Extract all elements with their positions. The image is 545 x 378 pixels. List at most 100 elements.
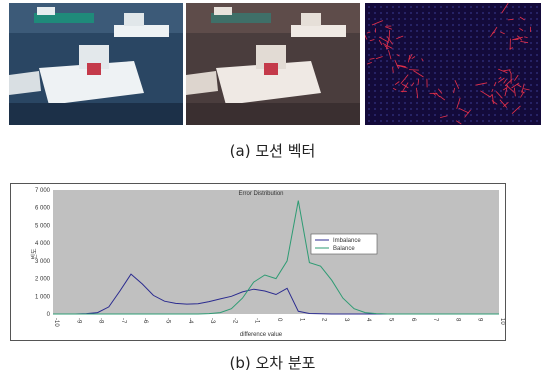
vector-grid-dot	[488, 84, 490, 86]
vector-grid-dot	[380, 120, 382, 122]
vector-grid-dot	[458, 30, 460, 32]
x-tick-label: -6	[142, 318, 148, 324]
vector-grid-dot	[434, 18, 436, 20]
vector-grid-dot	[434, 6, 436, 8]
motion-vector-stroke	[520, 41, 529, 44]
vector-grid-dot	[398, 78, 400, 80]
vector-grid-dot	[434, 30, 436, 32]
vector-grid-dot	[464, 78, 466, 80]
vector-grid-dot	[500, 60, 502, 62]
vector-grid-dot	[536, 24, 538, 26]
vector-grid-dot	[452, 90, 454, 92]
vector-grid-dot	[398, 60, 400, 62]
vector-grid-dot	[464, 6, 466, 8]
vector-grid-dot	[386, 24, 388, 26]
motion-vector-stroke	[514, 74, 519, 81]
vector-grid-dot	[518, 114, 520, 116]
motion-vector-stroke	[365, 34, 368, 40]
vector-grid-dot	[512, 36, 514, 38]
motion-vector-stroke	[369, 58, 375, 60]
vector-grid-dot	[440, 66, 442, 68]
chart-title: Error Distribution	[238, 191, 283, 197]
vector-grid-dot	[386, 42, 388, 44]
motion-vector-stroke	[409, 69, 419, 71]
vector-grid-dot	[482, 48, 484, 50]
vector-grid-dot	[386, 60, 388, 62]
vector-grid-dot	[380, 96, 382, 98]
vector-grid-dot	[446, 84, 448, 86]
vector-grid-dot	[524, 48, 526, 50]
vector-grid-dot	[536, 18, 538, 20]
motion-vector-stroke	[464, 109, 471, 118]
vector-grid-dot	[518, 96, 520, 98]
motion-vector-stroke	[384, 26, 393, 30]
vector-grid-dot	[512, 24, 514, 26]
vector-grid-dot	[446, 12, 448, 14]
motion-vector-stroke	[440, 115, 448, 118]
vector-grid-dot	[500, 54, 502, 56]
vector-grid-dot	[434, 72, 436, 74]
vector-grid-dot	[530, 84, 532, 86]
vector-grid-dot	[374, 78, 376, 80]
vector-grid-dot	[368, 36, 370, 38]
vector-grid-dot	[524, 96, 526, 98]
motion-vector-stroke	[504, 79, 513, 87]
vector-grid-dot	[500, 108, 502, 110]
vector-grid-dot	[500, 36, 502, 38]
motion-vector-stroke	[411, 82, 415, 87]
vector-grid-dot	[374, 90, 376, 92]
vector-grid-dot	[536, 78, 538, 80]
vector-grid-dot	[500, 18, 502, 20]
vector-grid-dot	[536, 60, 538, 62]
motion-vector-stroke	[396, 64, 408, 69]
motion-vector-stroke	[409, 53, 413, 60]
vector-grid-dot	[488, 30, 490, 32]
vector-grid-dot	[428, 12, 430, 14]
vector-grid-dot	[380, 18, 382, 20]
vector-grid-dot	[476, 96, 478, 98]
vector-grid-dot	[416, 120, 418, 122]
vector-grid-dot	[530, 12, 532, 14]
motion-vector-stroke	[392, 67, 394, 73]
vector-grid-dot	[476, 30, 478, 32]
vector-grid-dot	[368, 120, 370, 122]
vector-grid-dot	[488, 108, 490, 110]
motion-vector-stroke	[456, 97, 461, 109]
motion-vector-stroke	[512, 36, 523, 41]
y-tick-label: 7 000	[35, 188, 51, 194]
vector-grid-dot	[488, 66, 490, 68]
vector-grid-dot	[518, 90, 520, 92]
vector-grid-dot	[536, 120, 538, 122]
vector-grid-dot	[476, 108, 478, 110]
vector-grid-dot	[416, 84, 418, 86]
vector-grid-dot	[530, 48, 532, 50]
y-tick-label: 2 000	[35, 277, 51, 283]
y-tick-label: 3 000	[35, 259, 51, 265]
legend-box	[310, 233, 378, 255]
vector-grid-dot	[530, 108, 532, 110]
vector-grid-dot	[380, 114, 382, 116]
vector-grid-dot	[440, 48, 442, 50]
vector-grid-dot	[440, 18, 442, 20]
motion-vector-stroke	[388, 30, 390, 40]
vector-grid-dot	[374, 120, 376, 122]
vector-grid-dot	[446, 6, 448, 8]
vector-grid-dot	[386, 108, 388, 110]
vector-grid-dot	[482, 18, 484, 20]
vector-grid-dot	[386, 18, 388, 20]
vector-grid-dot	[452, 36, 454, 38]
vector-grid-dot	[512, 48, 514, 50]
vector-grid-dot	[410, 48, 412, 50]
vector-grid-dot	[500, 102, 502, 104]
vector-grid-dot	[410, 114, 412, 116]
vector-grid-dot	[398, 96, 400, 98]
vector-grid-dot	[506, 12, 508, 14]
vector-grid-dot	[524, 6, 526, 8]
plot-area	[53, 190, 499, 314]
vector-grid-dot	[392, 18, 394, 20]
vector-grid-dot	[506, 114, 508, 116]
vector-grid-dot	[482, 60, 484, 62]
vector-grid-dot	[410, 102, 412, 104]
motion-vector-stroke	[371, 20, 384, 26]
